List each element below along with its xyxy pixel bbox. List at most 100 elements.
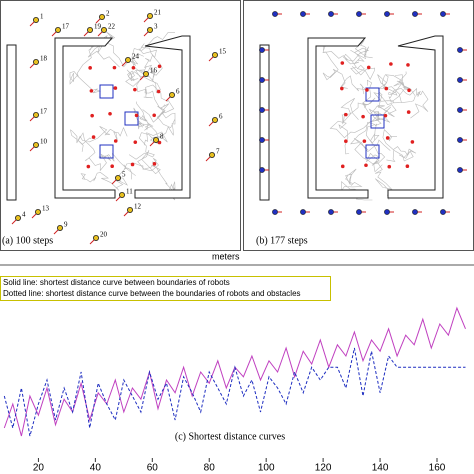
- obstacle: [259, 44, 270, 201]
- robot: [125, 57, 132, 64]
- obstacle: [99, 84, 114, 99]
- obstacle: [387, 35, 444, 199]
- robot: [259, 107, 265, 113]
- trajectory: [373, 71, 416, 105]
- robot-label: 17: [40, 108, 48, 116]
- robot: [33, 141, 40, 148]
- robot-label: 16: [150, 67, 158, 75]
- waypoint: [406, 63, 410, 67]
- waypoint: [384, 86, 389, 91]
- waypoint: [366, 65, 371, 70]
- x-tick-label: 60: [147, 463, 159, 474]
- robot: [93, 234, 100, 241]
- waypoint: [86, 164, 91, 169]
- robot-label: 18: [40, 55, 48, 63]
- waypoint: [156, 89, 161, 94]
- waypoint: [340, 61, 345, 65]
- robot: [259, 47, 265, 53]
- trajectory: [80, 164, 129, 191]
- obstacle: [6, 44, 17, 201]
- x-tick-label: 120: [315, 463, 332, 474]
- waypoint: [133, 87, 137, 92]
- robot: [168, 92, 175, 99]
- waypoint: [361, 114, 365, 119]
- robot: [328, 209, 334, 215]
- robot-label: 1: [40, 13, 44, 21]
- panel-caption: (b) 177 steps: [256, 235, 308, 246]
- trajectory: [353, 132, 391, 164]
- robot: [35, 208, 42, 215]
- robot: [55, 26, 62, 33]
- robot: [457, 167, 463, 173]
- robot-label: 10: [40, 138, 48, 146]
- robot: [412, 209, 418, 215]
- waypoint: [157, 140, 162, 145]
- robot: [211, 52, 218, 59]
- trajectory: [366, 152, 394, 201]
- trajectory: [340, 97, 376, 125]
- waypoint: [344, 112, 348, 117]
- obstacle: [99, 144, 114, 159]
- robot-label: 6: [219, 113, 223, 121]
- robot: [142, 71, 149, 78]
- waypoint: [344, 139, 348, 144]
- trajectory: [382, 128, 417, 162]
- robot-label: 19: [94, 23, 102, 31]
- waypoint: [340, 86, 344, 91]
- robot: [328, 11, 334, 17]
- robot-label: 6: [176, 88, 180, 96]
- robot: [457, 107, 463, 113]
- trajectory: [322, 51, 367, 95]
- robot-label: 15: [219, 48, 227, 56]
- waypoint: [365, 88, 369, 92]
- robot-label: 2: [106, 10, 110, 18]
- obstacle: [365, 87, 380, 102]
- waypoint: [108, 111, 112, 116]
- robot: [300, 11, 306, 17]
- robot: [272, 11, 278, 17]
- trajectory: [69, 34, 108, 94]
- robot: [457, 137, 463, 143]
- obstacle: [370, 114, 385, 129]
- robot-label: 11: [126, 188, 133, 196]
- obstacle: [365, 144, 380, 159]
- waypoint: [340, 164, 345, 169]
- robot: [146, 12, 153, 19]
- robot: [115, 174, 122, 181]
- waypoint: [113, 86, 118, 90]
- robot: [99, 13, 106, 20]
- trajectory: [124, 149, 161, 180]
- robot: [208, 151, 215, 158]
- x-tick-label: 40: [90, 463, 102, 474]
- legend-entry: Solid line: shortest distance curve betw…: [3, 278, 230, 287]
- trajectory: [344, 40, 373, 65]
- robot-label: 8: [160, 133, 164, 141]
- robot: [412, 11, 418, 17]
- obstacle: [134, 35, 191, 199]
- robot: [33, 16, 40, 23]
- waypoint: [152, 162, 157, 166]
- waypoint: [383, 113, 388, 118]
- trajectory: [77, 132, 136, 176]
- waypoint: [131, 65, 136, 70]
- robot: [457, 47, 463, 53]
- waypoint: [385, 136, 390, 140]
- robot: [152, 136, 159, 143]
- legend-entry: Dotted line: shortest distance curve bet…: [3, 289, 301, 298]
- trajectory: [125, 54, 163, 87]
- robot: [57, 224, 64, 231]
- waypoint: [152, 113, 157, 118]
- robot: [356, 209, 362, 215]
- robot: [119, 191, 126, 198]
- trajectory: [388, 74, 429, 119]
- waypoint: [362, 139, 367, 143]
- waypoint: [130, 162, 135, 167]
- chart-title: (c) Shortest distance curves: [175, 431, 285, 442]
- obstacle: [307, 37, 369, 199]
- waypoint: [406, 110, 411, 114]
- robot: [33, 59, 40, 66]
- robot-label: 4: [22, 211, 26, 219]
- robot: [127, 206, 134, 213]
- robot: [440, 11, 446, 17]
